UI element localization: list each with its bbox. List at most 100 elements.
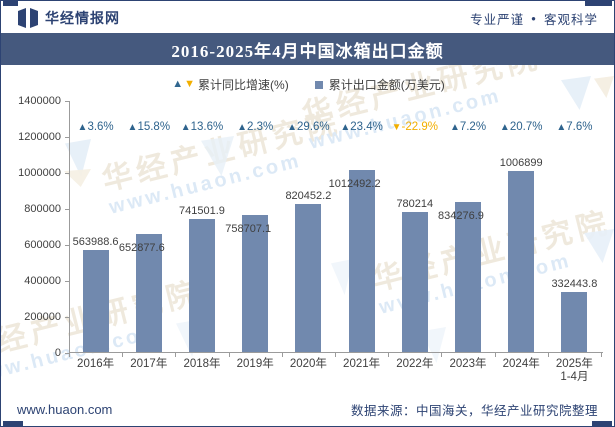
x-category-label: 2016年 xyxy=(77,358,115,370)
corner-mark-bottom-right xyxy=(592,421,612,426)
legend-down-triangle-icon: ▼ xyxy=(184,78,196,90)
y-tick-label: 400000 xyxy=(24,275,61,287)
x-category-label: 2018年 xyxy=(183,358,221,370)
legend-amount-label: 累计出口金额(万美元) xyxy=(328,78,445,92)
x-tick xyxy=(122,353,124,357)
growth-label: ▲15.8% xyxy=(127,121,171,133)
tagline-left: 专业严谨 xyxy=(470,12,525,27)
y-axis xyxy=(69,101,70,353)
y-tick-label: 200000 xyxy=(24,311,61,323)
legend-growth-label: 累计同比增速(%) xyxy=(198,78,289,92)
y-tick xyxy=(65,136,69,138)
x-tick xyxy=(69,353,70,357)
corner-mark-top-right xyxy=(585,1,612,6)
bar-value-label: 652877.6 xyxy=(118,242,165,255)
y-tick-label: 1200000 xyxy=(18,131,61,143)
up-triangle-icon: ▲ xyxy=(449,122,460,133)
y-tick xyxy=(65,244,69,246)
bar-value-label: 1012492.2 xyxy=(328,177,381,190)
corner-mark-bottom-left xyxy=(3,421,23,426)
tagline-right: 客观科学 xyxy=(543,12,598,27)
brand-name: 华经情报网 xyxy=(45,10,120,26)
y-tick-label: 600000 xyxy=(24,239,61,251)
x-axis xyxy=(69,352,603,353)
footer-website: www.huaon.com xyxy=(17,401,113,417)
plot-area: 0 200000 400000 600000 800000 1000000 1200000 1… xyxy=(18,95,603,383)
bar-2024年 xyxy=(508,170,535,352)
brand: 华经情报网 xyxy=(17,8,120,28)
up-triangle-icon: ▲ xyxy=(237,122,248,133)
x-category-label: 2017年 xyxy=(130,358,168,370)
x-category-label: 2020年 xyxy=(289,358,327,370)
legend-item-amount: 累计出口金额(万美元) xyxy=(314,76,445,93)
chart-title: 2016-2025年4月中国冰箱出口金额 xyxy=(171,41,444,61)
bar-2023年 xyxy=(455,201,481,352)
up-triangle-icon: ▲ xyxy=(77,122,88,133)
y-tick-label: 800000 xyxy=(24,203,61,215)
x-category-label: 2025年 1-4月 xyxy=(555,358,593,383)
x-tick xyxy=(494,353,496,357)
growth-label: ▲2.3% xyxy=(237,121,274,133)
brand-logo-icon xyxy=(18,8,38,28)
tagline-dot-icon: ● xyxy=(531,13,537,23)
growth-label: ▲7.6% xyxy=(556,121,593,133)
title-band: 2016-2025年4月中国冰箱出口金额 xyxy=(1,33,614,65)
header: 华经情报网 专业严谨 ● 客观科学 xyxy=(1,3,614,33)
legend: ▲ ▼ 累计同比增速(%) 累计出口金额(万美元) xyxy=(1,76,614,93)
growth-label: ▲23.4% xyxy=(340,121,383,133)
bar-2019年 xyxy=(242,215,269,352)
bar-value-label: 563988.6 xyxy=(72,236,119,249)
x-tick xyxy=(175,353,177,357)
up-triangle-icon: ▲ xyxy=(556,122,567,133)
bar-2018年 xyxy=(189,218,215,352)
up-triangle-icon: ▲ xyxy=(287,122,298,133)
bar-2016年 xyxy=(82,250,109,352)
x-category-label: 2024年 xyxy=(502,358,540,370)
chart-area: 华经产业研究院 www.huaon.com 华经产业研究院 www.huaon.com… xyxy=(1,41,614,395)
bar-2017年 xyxy=(135,234,162,352)
x-category-label: 2019年 xyxy=(236,358,274,370)
growth-label: ▲13.6% xyxy=(180,121,224,133)
y-tick xyxy=(65,352,69,354)
x-category-label: 2022年 xyxy=(396,358,434,370)
bar-value-label: 758707.1 xyxy=(225,223,272,236)
growth-label: ▲20.7% xyxy=(499,121,543,133)
corner-mark-top-left xyxy=(3,1,18,6)
bar-value-label: 332443.8 xyxy=(551,278,598,291)
up-triangle-icon: ▲ xyxy=(180,122,191,133)
growth-label: ▲7.2% xyxy=(449,121,487,133)
y-tick xyxy=(65,316,69,318)
y-tick xyxy=(65,280,69,282)
x-tick xyxy=(388,353,390,357)
y-tick xyxy=(65,100,69,102)
footer-source: 数据来源：中国海关，华经产业研究院整理 xyxy=(350,403,598,418)
growth-label: ▼-22.9% xyxy=(391,121,438,133)
bar-value-label: 1006899 xyxy=(499,156,543,169)
down-triangle-icon: ▼ xyxy=(391,122,402,133)
x-tick xyxy=(441,353,443,357)
bar-value-label: 780214 xyxy=(396,197,434,210)
x-tick xyxy=(601,353,602,357)
bar-value-label: 741501.9 xyxy=(179,204,225,217)
x-tick xyxy=(228,353,230,357)
legend-item-growth: ▲ ▼ 累计同比增速(%) xyxy=(172,76,288,93)
bar-2021年 xyxy=(348,169,375,352)
y-tick-label: 0 xyxy=(54,347,61,359)
header-tagline: 专业严谨 ● 客观科学 xyxy=(470,9,598,28)
x-tick xyxy=(335,353,336,357)
up-triangle-icon: ▲ xyxy=(499,122,510,133)
y-tick xyxy=(65,172,69,174)
y-tick-label: 1400000 xyxy=(18,95,61,107)
legend-up-triangle-icon: ▲ xyxy=(172,78,184,90)
bar-2025年1-4月 xyxy=(561,292,588,352)
bar-value-label: 834276.9 xyxy=(438,209,484,222)
bar-2020年 xyxy=(295,204,322,352)
footer: www.huaon.com 数据来源：中国海关，华经产业研究院整理 xyxy=(1,394,614,424)
x-category-label: 2021年 xyxy=(343,358,381,370)
x-tick xyxy=(281,353,283,357)
bar-value-label: 820452.2 xyxy=(285,190,332,203)
growth-label: ▲3.6% xyxy=(77,121,114,133)
growth-label: ▲29.6% xyxy=(287,121,330,133)
y-tick xyxy=(65,208,69,210)
